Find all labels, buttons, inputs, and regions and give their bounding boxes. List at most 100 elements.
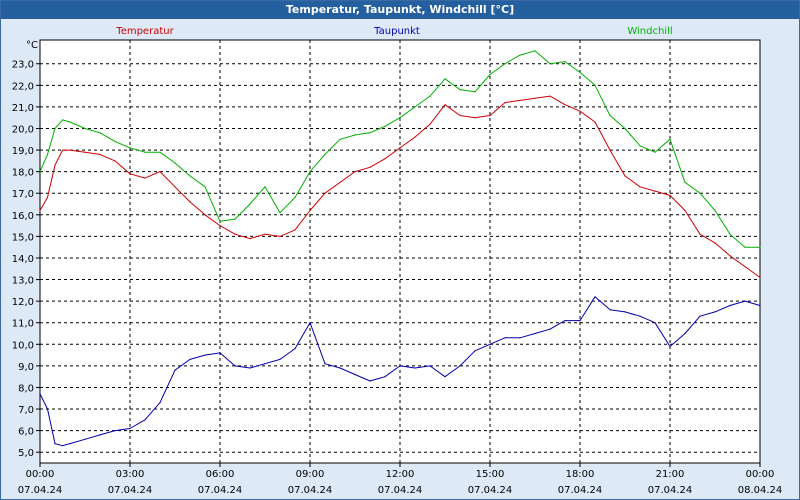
data-point-temperatur [46,196,49,199]
x-tick-date-label: 07.04.24 [198,485,243,496]
data-point-taupunkt [654,322,656,324]
x-tick-time-label: 03:00 [116,469,145,480]
data-point-taupunkt [639,315,641,317]
y-tick-label: 9,0 [18,362,34,373]
x-tick-date-label: 07.04.24 [288,485,333,496]
data-point-temperatur [579,110,581,112]
data-point-windchill [264,186,266,188]
data-point-temperatur [399,147,401,149]
data-point-windchill [744,246,746,248]
data-point-taupunkt [549,328,551,330]
grid-lines [40,40,760,463]
data-point-windchill [279,212,281,214]
data-point-taupunkt [489,343,491,345]
data-point-temperatur [609,149,611,151]
data-point-temperatur [234,233,236,235]
y-tick-label: 21,0 [12,103,34,114]
data-point-windchill [549,63,551,65]
x-tick-time-label: 18:00 [566,469,595,480]
data-point-windchill [69,121,71,123]
data-point-windchill [639,145,641,147]
data-point-temperatur [54,164,56,166]
data-point-taupunkt [759,304,761,307]
data-point-temperatur [534,97,536,99]
data-point-windchill [144,151,146,153]
data-point-windchill [684,181,686,183]
data-point-windchill [594,84,596,86]
data-point-windchill [189,175,191,177]
data-point-temperatur [114,160,116,162]
data-point-windchill [579,71,581,73]
data-point-taupunkt [714,311,716,313]
y-tick-label: 16,0 [12,211,34,222]
y-tick-label: 13,0 [12,276,34,287]
data-point-taupunkt [54,443,56,445]
data-point-windchill [234,218,236,220]
data-point-taupunkt [669,345,671,348]
data-point-taupunkt [61,445,64,447]
data-point-temperatur [84,151,86,153]
data-point-taupunkt [744,300,746,302]
data-point-taupunkt [684,332,686,335]
x-tick-time-label: 12:00 [386,469,415,480]
data-point-windchill [384,125,386,127]
data-point-windchill [339,138,341,140]
data-point-temperatur [474,117,476,119]
data-point-temperatur [69,149,71,151]
data-point-windchill [609,114,611,117]
data-point-windchill [249,203,251,205]
data-point-taupunkt [264,363,266,365]
data-point-windchill [46,153,49,155]
x-tick-date-label: 07.04.24 [108,485,153,496]
data-point-temperatur [159,171,161,173]
data-point-taupunkt [384,376,386,378]
data-point-windchill [414,106,416,108]
x-tick-date-label: 08.04.24 [738,485,783,496]
data-point-taupunkt [474,350,476,352]
data-point-windchill [699,192,701,194]
y-tick-label: 5,0 [18,448,34,459]
data-point-temperatur [354,171,356,173]
data-point-taupunkt [609,309,611,311]
x-tick-time-label: 09:00 [296,469,325,480]
y-tick-label: 12,0 [12,297,34,308]
data-point-windchill [444,78,446,80]
data-point-temperatur [324,192,326,194]
y-tick-label: 14,0 [12,254,34,265]
data-point-taupunkt [204,354,206,356]
data-point-temperatur [759,276,761,278]
data-point-temperatur [669,194,671,196]
data-point-temperatur [729,255,731,257]
data-point-temperatur [294,229,296,231]
data-point-windchill [61,119,64,121]
data-point-windchill [714,209,716,212]
x-tick-time-label: 21:00 [656,469,685,480]
data-point-windchill [654,151,656,153]
data-point-windchill [159,151,161,153]
x-tick-date-label: 07.04.24 [648,485,693,496]
data-point-taupunkt [279,358,281,360]
data-point-taupunkt [189,358,191,360]
data-point-taupunkt [219,352,221,354]
data-point-windchill [489,73,491,76]
data-point-temperatur [549,95,551,97]
data-point-taupunkt [444,376,446,378]
data-point-temperatur [684,209,686,212]
data-point-windchill [309,171,311,173]
data-point-windchill [354,134,356,136]
y-tick-label: 23,0 [12,60,34,71]
data-point-taupunkt [234,365,236,367]
data-point-taupunkt [174,369,176,371]
x-tick-date-label: 07.04.24 [558,485,603,496]
data-point-taupunkt [309,322,311,324]
data-point-taupunkt [519,337,521,339]
data-point-windchill [369,132,371,134]
data-point-windchill [624,127,626,130]
data-point-temperatur [519,99,521,101]
data-point-temperatur [39,209,41,212]
data-point-taupunkt [699,315,701,317]
data-point-taupunkt [294,348,296,350]
x-tick-date-label: 07.04.24 [378,485,423,496]
legend: Temperatur Taupunkt Windchill [115,26,672,37]
